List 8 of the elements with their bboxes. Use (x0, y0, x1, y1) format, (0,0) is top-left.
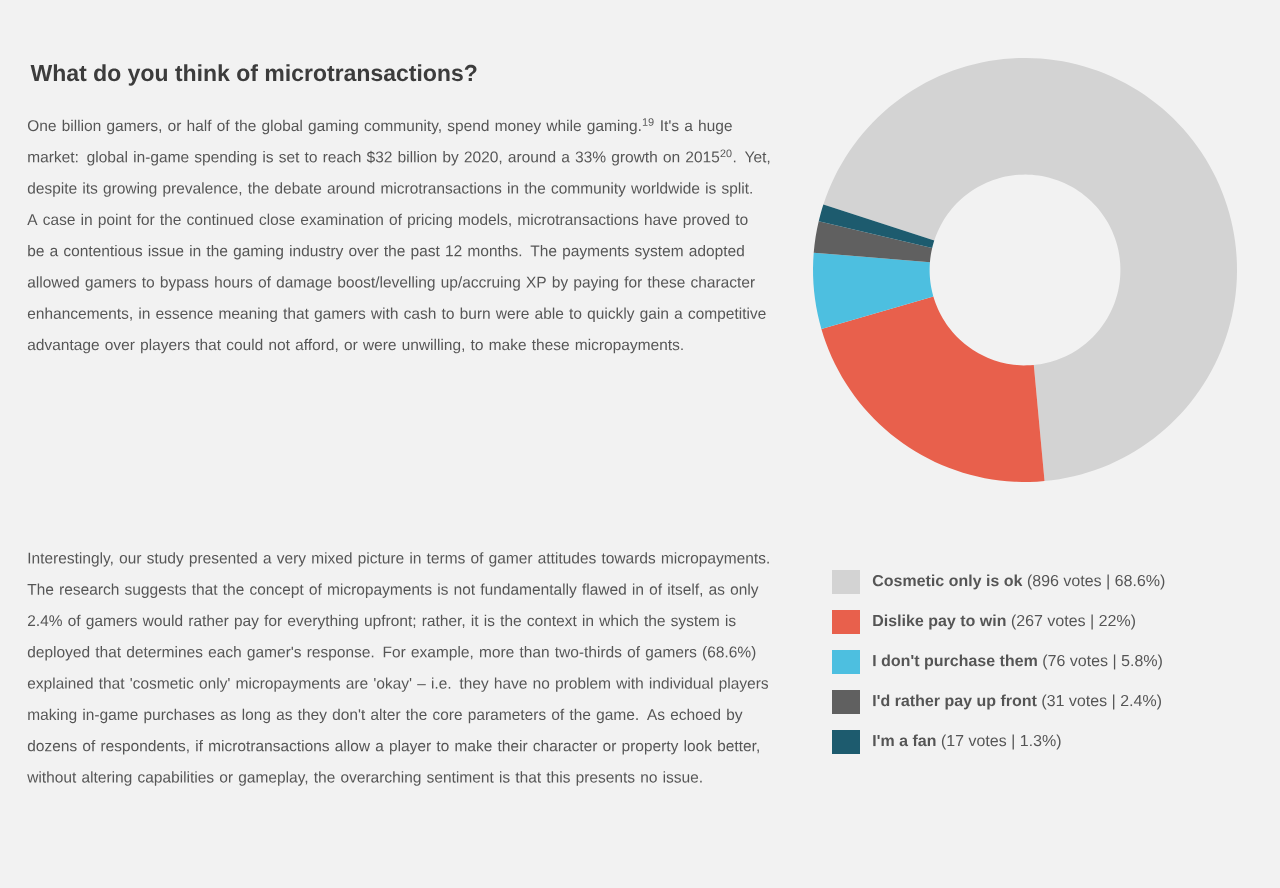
legend-label: I'd rather pay up front (31 votes | 2.4%) (873, 694, 1161, 710)
text: What do you think of microtransactions? (30, 64, 477, 86)
text: One billion gamers, or half of the global gaming community, spend money while gaming.$^{19}$ It's a huge market: global in-game spending is set to reach $32 billion by 2020, around a 33% growth on 2015$^{20}$. Yet, despite its growing prevalence, the debate around microtransactions in the community worldwide is split. A case in point for the continued close examination of pricing models, microtransactions have proved to be a contentious issue in the gaming industry over the past 12 months. The payments system adopted allowed gamers to bypass hours of damage boost/levelling up/accruing XP by paying for these character enhancements, in essence meaning that gamers with cash to burn were able to quickly gain a competitive advantage over players that could not afford, or were unwilling, to make these micropayments. (27, 118, 770, 354)
legend-label: Cosmetic only is ok (896 votes | 68.6%) (872, 574, 1165, 590)
text: Interestingly, our study presented a very mixed picture in terms of gamer attitudes towards micropayments. The research suggests that the concept of micropayments is not fundamentally flawed in of itself, as only 2.4% of gamers would rather pay for everything upfront; rather, it is the context in which the system is deployed that determines each gamer's response. For example, more than two-thirds of gamers (68.6%) explained that 'cosmetic only' micropayments are 'okay' – i.e. they have no problem with individual players making in-game purchases as long as they don't alter the core parameters of the game. As echoed by dozens of respondents, if microtransactions allow a player to make their character or property look better, without altering capabilities or gameplay, the overarching sentiment is that this presents no issue. (27, 552, 769, 786)
legend-label: I'm a fan (17 votes | 1.3%) (873, 734, 1061, 750)
legend-label: Dislike pay to win (267 votes | 22%) (873, 614, 1135, 630)
legend-label: I don't purchase them (76 votes | 5.8%) (873, 654, 1162, 670)
